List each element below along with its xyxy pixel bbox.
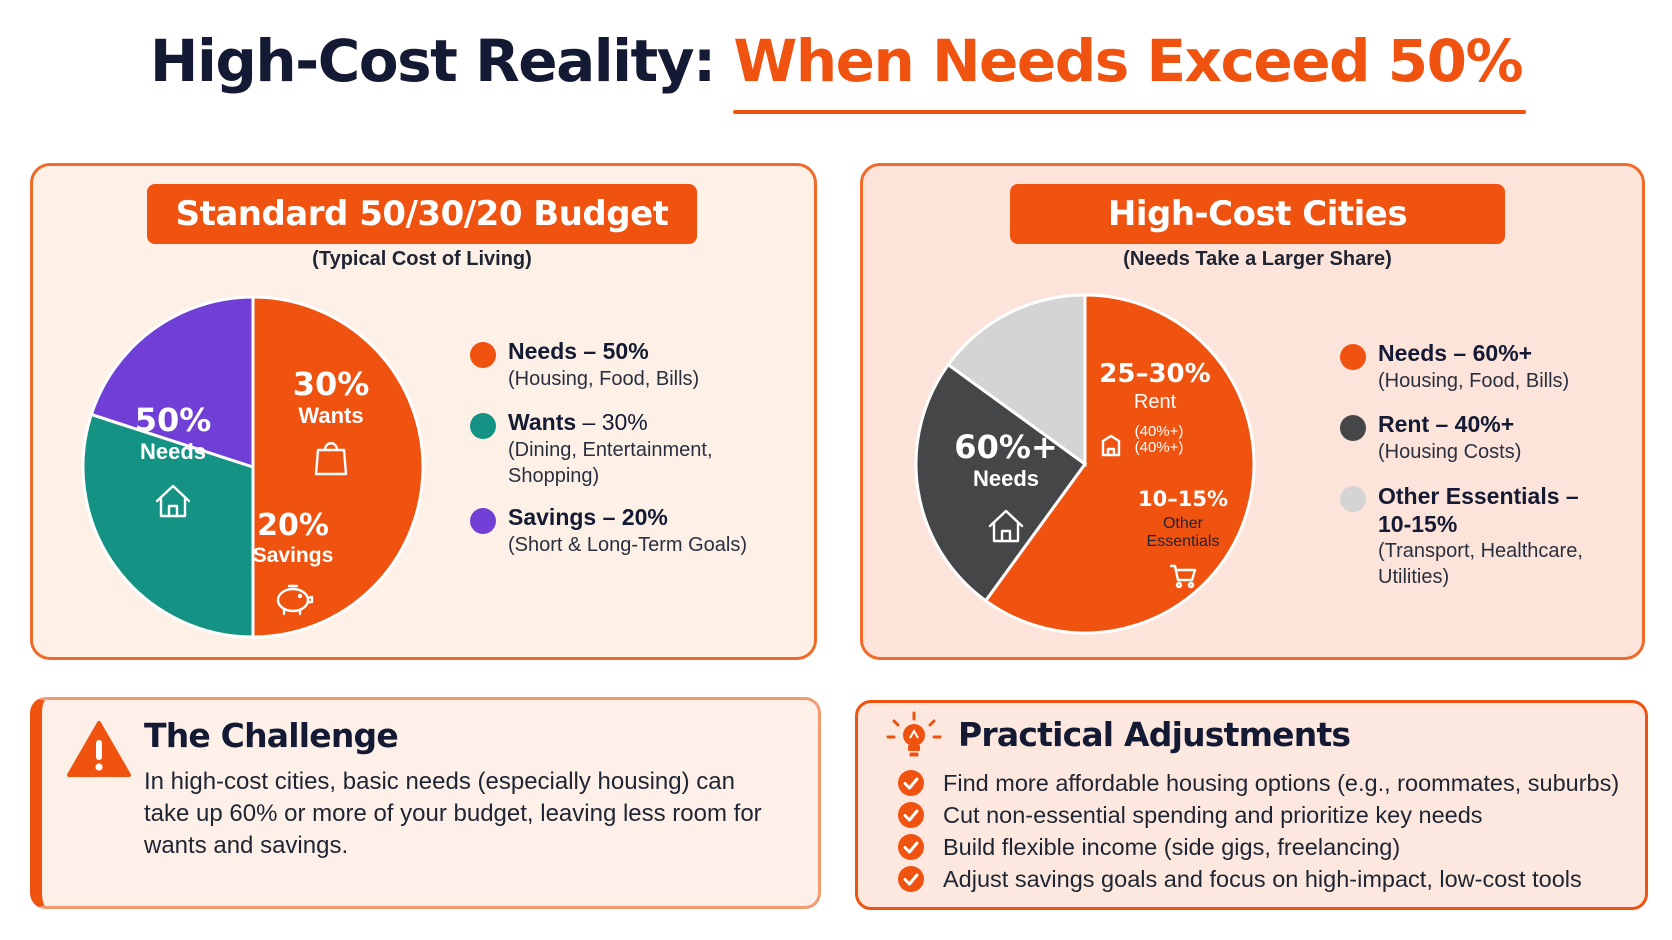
adjustments-box: Practical Adjustments Find more affordab…: [855, 700, 1648, 910]
pie-slice-rent: [914, 362, 1088, 603]
high-cost-cities-panel: High-Cost Cities (Needs Take a Larger Sh…: [860, 163, 1645, 660]
cart-icon: [1169, 564, 1197, 589]
standard-budget-pie-chart: 50%Needs 30%Wants 20%Savings: [81, 295, 425, 639]
slice-name-label-needs: Needs: [973, 466, 1039, 491]
title-main: High-Cost Reality:: [149, 27, 734, 95]
challenge-box: The Challenge In high-cost cities, basic…: [30, 697, 821, 909]
legend-title-needs: Needs – 50%: [508, 338, 649, 364]
legend-title-hc-needs: Needs – 60%+: [1378, 340, 1533, 366]
slice-value-label-savings: 20%: [257, 508, 329, 543]
legend-dot-hc-other: [1340, 486, 1366, 512]
slice-value-label-needs: 50%: [135, 401, 212, 439]
standard-budget-heading: Standard 50/30/20 Budget: [147, 184, 697, 244]
warning-icon: [67, 721, 131, 777]
check-circle-icon: [898, 802, 924, 828]
pie-slice-needs: [983, 293, 1256, 635]
list-item: Build flexible income (side gigs, freela…: [898, 831, 1619, 863]
check-circle-icon: [898, 866, 924, 892]
slice-value-label-other-essentials: 10–15%: [1138, 487, 1228, 511]
legend-dot-savings: [470, 508, 496, 534]
slice-value-label-wants: 30%: [293, 365, 370, 403]
slice-name-label-rent: Rent: [1134, 391, 1177, 413]
legend-title-wants: Wants: [508, 409, 577, 435]
pie-slices: [81, 295, 425, 639]
pie-slices: [914, 293, 1256, 635]
lightbulb-icon: [886, 711, 942, 757]
slice-name-label-other-essentials: Other: [1163, 515, 1204, 532]
list-item: Find more affordable housing options (e.…: [898, 767, 1619, 799]
slice-name-label-wants: Wants: [298, 403, 363, 428]
legend-title-hc-other: Other Essentials – 10-15%: [1378, 483, 1579, 537]
check-circle-icon: [898, 770, 924, 796]
legend-desc-needs: (Housing, Food, Bills): [508, 368, 700, 390]
challenge-title: The Challenge: [144, 716, 399, 755]
house-icon: [155, 484, 191, 518]
pie-labels: 50%Needs 30%Wants 20%Savings: [135, 365, 370, 616]
building-icon: [1101, 434, 1121, 457]
pie-slice-wants: [81, 412, 255, 639]
adjustments-title: Practical Adjustments: [958, 715, 1351, 754]
legend-dot-hc-needs: [1340, 344, 1366, 370]
adjustments-list: Find more affordable housing options (e.…: [898, 767, 1619, 895]
challenge-text: In high-cost cities, basic needs (especi…: [144, 768, 762, 859]
high-cost-pie-chart: 60%+Needs 25–30%Rent (40%+)(40%+) 10–15% Oth…: [914, 293, 1256, 635]
pie-labels: 60%+Needs 25–30%Rent (40%+)(40%+) 10–15% Oth…: [954, 359, 1228, 589]
pie-slice-needs: [251, 295, 425, 639]
legend-desc-wants: (Dining, Entertainment, Shopping): [508, 439, 713, 487]
adjustment-text: Cut non-essential spending and prioritiz…: [943, 802, 1483, 828]
legend-desc-hc-needs: (Housing, Food, Bills): [1378, 370, 1570, 392]
adjustment-text: Adjust savings goals and focus on high-i…: [943, 866, 1582, 892]
list-item: Adjust savings goals and focus on high-i…: [898, 863, 1619, 895]
legend-desc-savings: (Short & Long-Term Goals): [508, 534, 747, 556]
high-cost-heading: High-Cost Cities: [1010, 184, 1505, 244]
pie-slice-savings: [89, 295, 255, 470]
shopping-bag-icon: [314, 442, 348, 476]
legend-desc-hc-other: (Transport, Healthcare, Utilities): [1378, 540, 1583, 588]
legend-dot-wants: [470, 413, 496, 439]
slice-name-label-savings: Savings: [253, 544, 334, 567]
pie-slice-other-essentials: [946, 293, 1087, 467]
piggy-bank-icon: [276, 584, 314, 616]
slice-name-label-other-essentials: Essentials: [1147, 533, 1220, 550]
high-cost-subheading: (Needs Take a Larger Share): [1123, 248, 1392, 270]
standard-budget-subheading: (Typical Cost of Living): [312, 248, 532, 270]
slice-value-label-rent: 25–30%: [1099, 359, 1210, 389]
standard-budget-panel: Standard 50/30/20 Budget (Typical Cost o…: [30, 163, 817, 660]
legend-title-hc-rent: Rent – 40%+: [1378, 411, 1515, 437]
check-circle-icon: [898, 834, 924, 860]
slice-note-repeat-rent: (40%+): [1135, 439, 1184, 456]
house-icon: [988, 509, 1024, 543]
slice-note-rent: (40%+): [1135, 423, 1184, 440]
adjustment-text: Find more affordable housing options (e.…: [943, 770, 1620, 796]
title-accent: When Needs Exceed 50%: [733, 22, 1526, 114]
page-title: High-Cost Reality: When Needs Exceed 50%: [0, 22, 1672, 114]
slice-name-label-needs: Needs: [140, 439, 206, 464]
adjustment-text: Build flexible income (side gigs, freela…: [943, 834, 1401, 860]
list-item: Cut non-essential spending and prioritiz…: [898, 799, 1619, 831]
legend-dot-needs: [470, 342, 496, 368]
legend-title-savings: Savings – 20%: [508, 504, 668, 530]
slice-value-label-needs: 60%+: [954, 428, 1057, 466]
legend-dot-hc-rent: [1340, 415, 1366, 441]
legend-desc-hc-rent: (Housing Costs): [1378, 441, 1522, 463]
